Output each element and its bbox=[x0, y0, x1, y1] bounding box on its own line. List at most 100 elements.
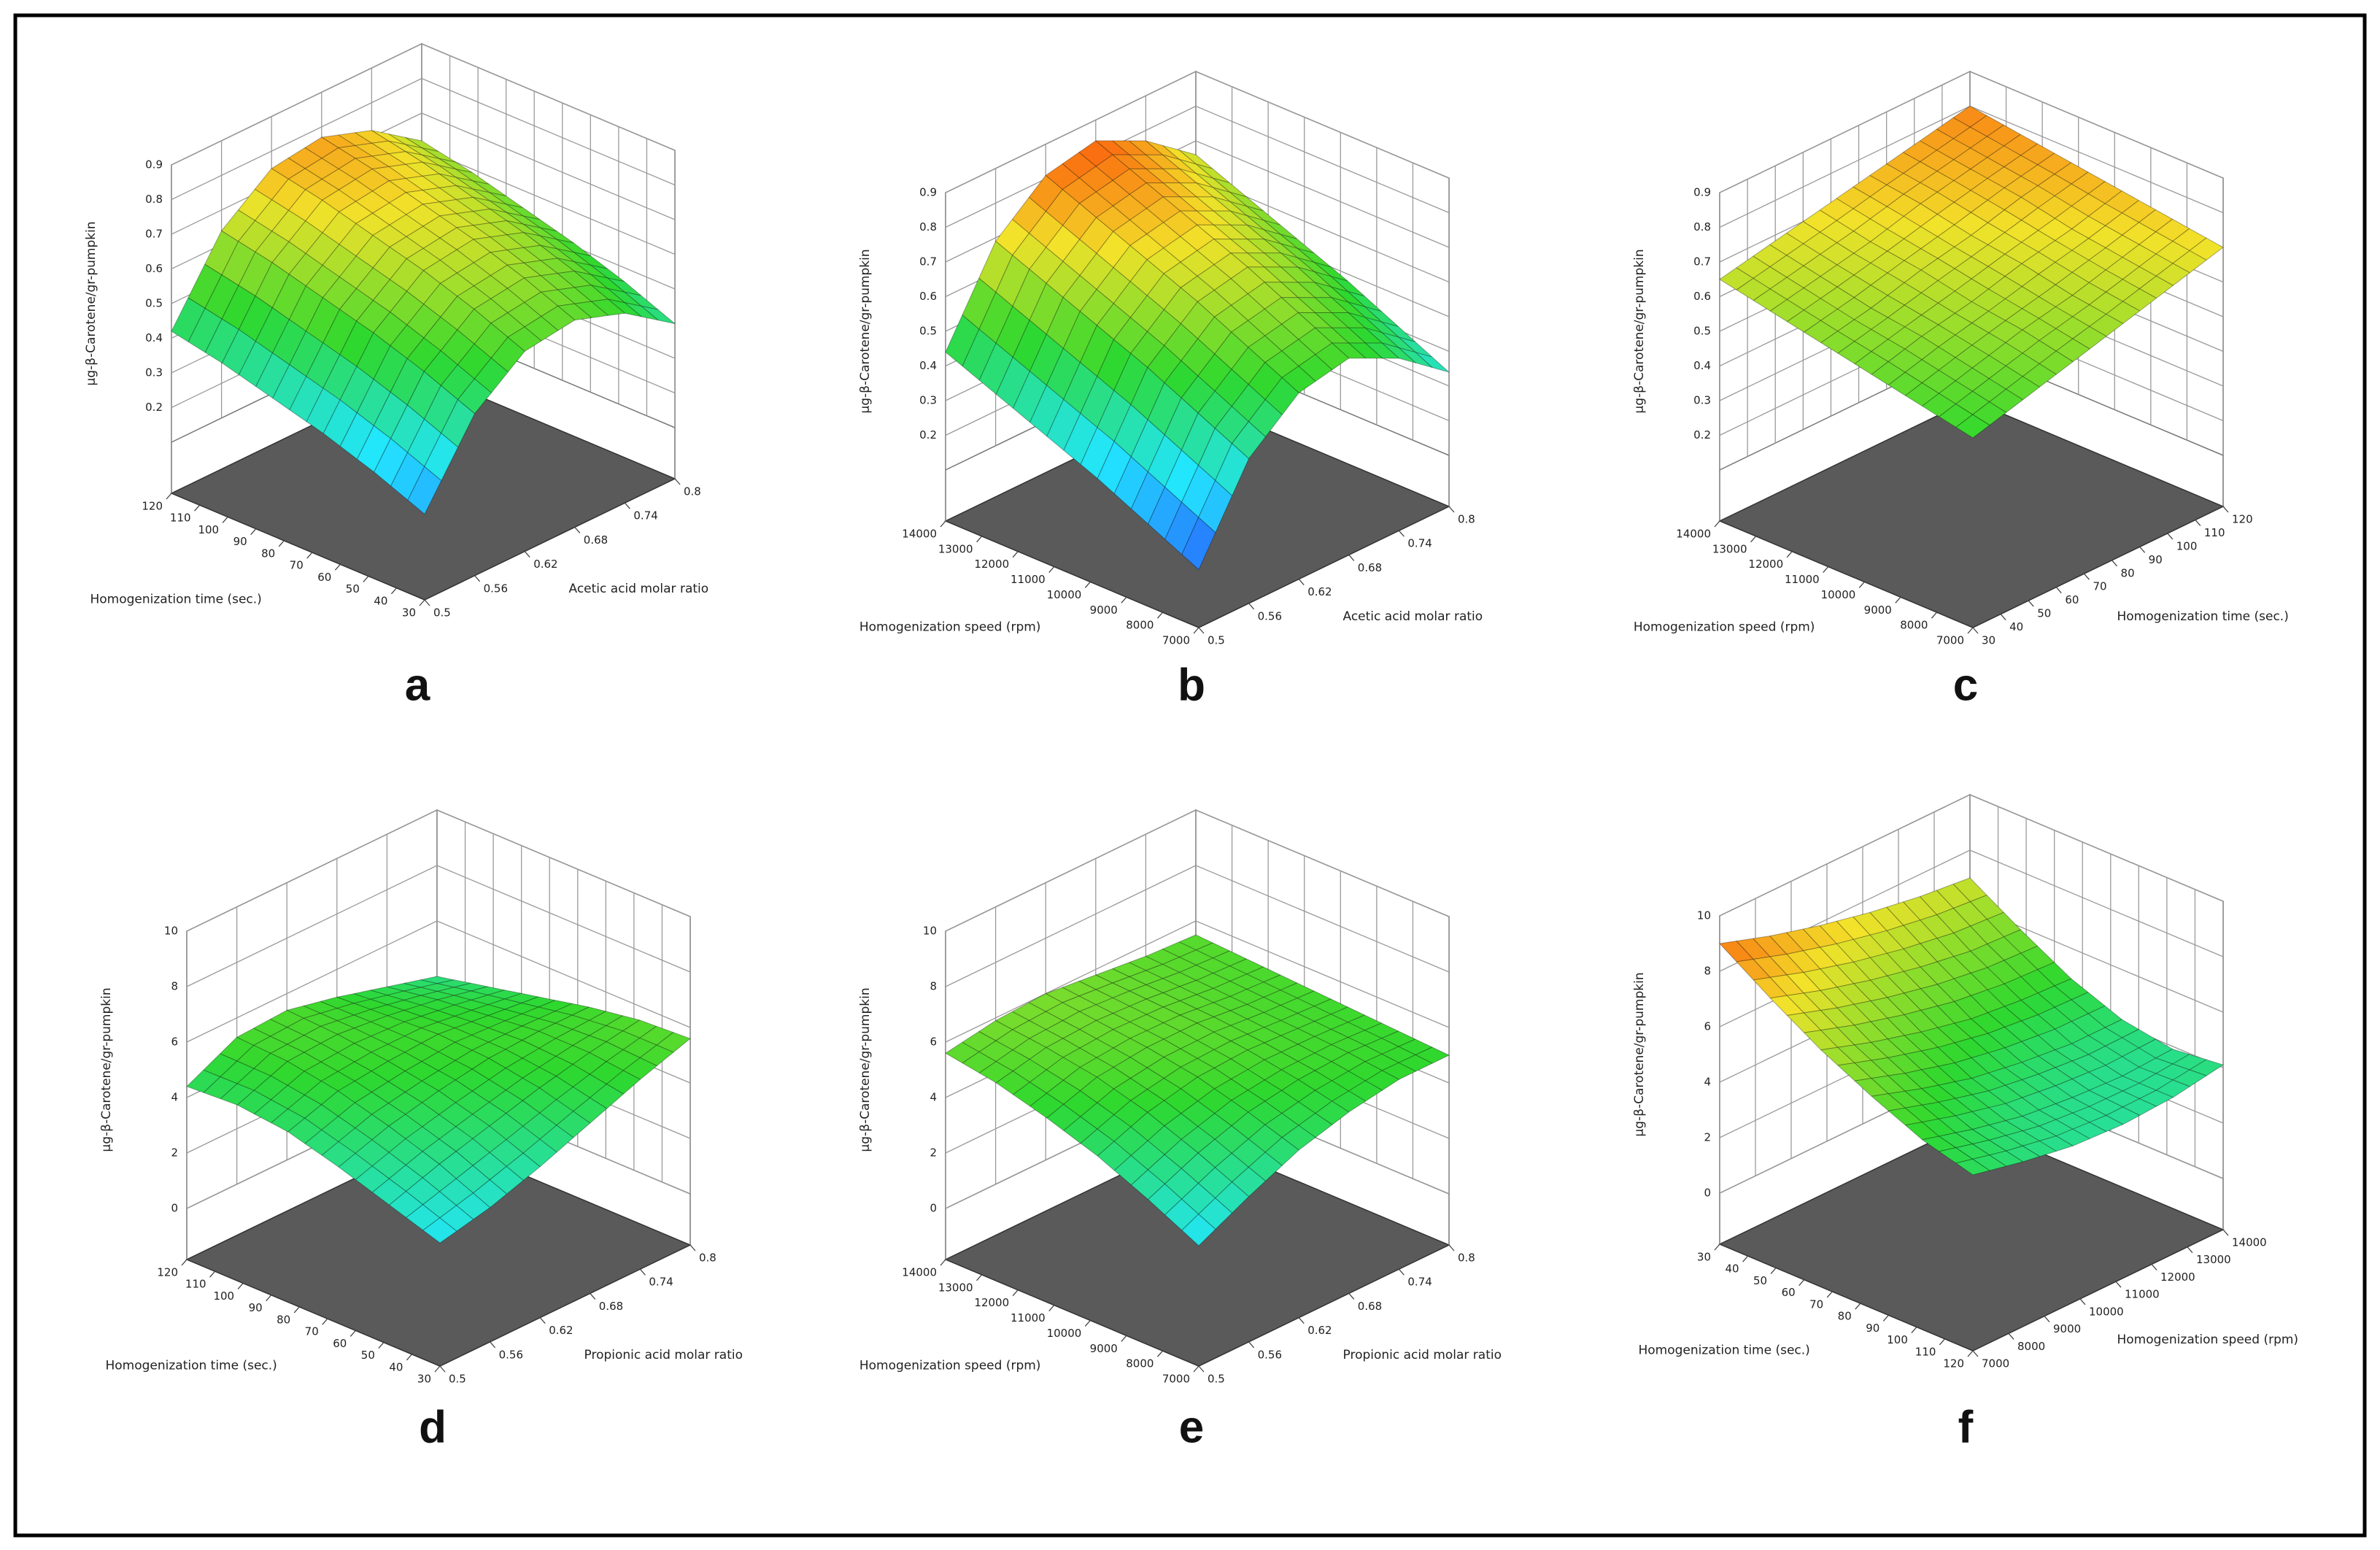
surface-patch bbox=[2088, 225, 2123, 249]
y-tick-label: 12000 bbox=[2160, 1271, 2195, 1284]
x-tick bbox=[1967, 1350, 1974, 1357]
surface-patch bbox=[1029, 1011, 1064, 1030]
x-tick bbox=[378, 1342, 385, 1349]
surface-patch bbox=[1804, 320, 1839, 344]
y-tick bbox=[674, 478, 681, 485]
surface-patch bbox=[1921, 369, 1956, 394]
surface-patch bbox=[1887, 238, 1922, 261]
z-tick-label: 8 bbox=[171, 980, 178, 993]
y-tick-label: 0.56 bbox=[1258, 609, 1282, 622]
surface-patch bbox=[1936, 138, 1971, 161]
surface-patch bbox=[1080, 1128, 1115, 1157]
surface-patch bbox=[1297, 1052, 1332, 1071]
z-axis-label: µg-β-Carotene/gr-pumpkin bbox=[858, 987, 873, 1152]
x-tick bbox=[1156, 1350, 1163, 1357]
grid-line bbox=[186, 809, 438, 932]
y-tick bbox=[1248, 1341, 1255, 1349]
x-tick-label: 8000 bbox=[1900, 619, 1928, 632]
y-tick bbox=[490, 1341, 496, 1349]
z-tick-label: 0.5 bbox=[919, 325, 937, 338]
surface-patch bbox=[1179, 168, 1214, 188]
y-tick-label: 11000 bbox=[2125, 1288, 2160, 1301]
x-tick bbox=[1121, 1335, 1127, 1342]
y-tick bbox=[1198, 627, 1205, 634]
grid-line bbox=[1969, 849, 2224, 957]
surface-patch bbox=[1164, 1088, 1199, 1114]
surface-patch bbox=[406, 190, 440, 205]
y-tick bbox=[1298, 579, 1305, 586]
surface-patch bbox=[1263, 990, 1298, 1006]
surface-patch bbox=[590, 298, 625, 316]
x-tick-label: 13000 bbox=[938, 542, 973, 555]
y-tick bbox=[2008, 1333, 2014, 1340]
grid-line bbox=[1719, 794, 1971, 917]
surface-patch bbox=[1213, 1025, 1248, 1041]
y-tick bbox=[574, 526, 581, 533]
surface-patch bbox=[2004, 196, 2039, 221]
x-tick-label: 12000 bbox=[974, 558, 1009, 571]
z-tick-label: 4 bbox=[930, 1091, 937, 1104]
surface-patch bbox=[287, 1117, 322, 1144]
surface-patch bbox=[1078, 166, 1113, 193]
x-tick-label: 12000 bbox=[974, 1296, 1009, 1309]
surface-patch bbox=[1820, 309, 1855, 332]
y-tick-label: 0.5 bbox=[1208, 1373, 1225, 1386]
surface-patch bbox=[1888, 304, 1922, 328]
x-tick-label: 10000 bbox=[1047, 1327, 1082, 1340]
surface-patch bbox=[540, 273, 575, 290]
surface-patch bbox=[2055, 228, 2090, 251]
surface-patch bbox=[372, 224, 407, 248]
surface-patch bbox=[390, 404, 425, 453]
surface-patch bbox=[2122, 1098, 2157, 1116]
panel-letter: c bbox=[1953, 660, 1978, 710]
y-tick-label: 0.62 bbox=[1307, 585, 1332, 598]
surface-patch bbox=[2155, 1079, 2190, 1098]
surface-patch bbox=[1820, 242, 1855, 266]
x-tick-label: 10000 bbox=[1047, 588, 1082, 601]
x-axis-label: Homogenization time (sec.) bbox=[1638, 1343, 1809, 1358]
surface-patch bbox=[540, 258, 575, 274]
surface-patch bbox=[371, 1081, 406, 1104]
surface-patch bbox=[490, 234, 525, 250]
x-tick bbox=[1939, 1338, 1945, 1346]
y-tick-label: 0.62 bbox=[549, 1324, 573, 1337]
panel: 0 2 4 6 8 10 7000 8000 9000 100001100012000130001… bbox=[858, 809, 1502, 1452]
surface-patch bbox=[995, 1011, 1030, 1030]
grid-line bbox=[945, 865, 1197, 987]
x-tick-label: 50 bbox=[346, 582, 360, 595]
surface-patch bbox=[304, 1129, 339, 1156]
surface-patch bbox=[1903, 140, 1937, 163]
z-axis-label: µg-β-Carotene/gr-pumpkin bbox=[1632, 972, 1647, 1136]
surface-patch bbox=[390, 324, 425, 359]
surface-patch bbox=[1181, 1126, 1216, 1154]
surface-patch bbox=[269, 1009, 304, 1028]
surface-patch bbox=[2071, 193, 2106, 217]
surface-patch bbox=[422, 1191, 457, 1219]
y-tick-label: 0.62 bbox=[533, 558, 557, 571]
y-tick bbox=[1448, 1244, 1455, 1252]
x-tick-label: 40 bbox=[374, 594, 387, 607]
surface-patch bbox=[607, 288, 642, 306]
y-tick bbox=[1972, 1350, 1979, 1357]
x-tick bbox=[278, 540, 285, 547]
surface-patch bbox=[524, 316, 559, 342]
surface-patch bbox=[2055, 295, 2090, 317]
surface-patch bbox=[607, 277, 642, 296]
surface-patch bbox=[504, 1003, 539, 1014]
surface-patch bbox=[1955, 301, 1989, 324]
surface-patch bbox=[539, 227, 574, 244]
grid-line bbox=[1719, 105, 1971, 228]
surface-patch bbox=[1836, 274, 1871, 298]
surface-patch bbox=[355, 155, 390, 170]
surface-patch bbox=[1246, 224, 1281, 244]
surface-patch bbox=[1213, 965, 1248, 982]
z-tick-label: 0.7 bbox=[1693, 255, 1711, 269]
z-tick-label: 0.6 bbox=[145, 262, 163, 275]
y-tick bbox=[439, 1365, 446, 1373]
x-tick bbox=[349, 1330, 356, 1337]
z-tick-label: 2 bbox=[171, 1146, 178, 1160]
surface-patch bbox=[507, 326, 542, 352]
surface-patch bbox=[422, 215, 457, 239]
grid-line bbox=[1195, 140, 1450, 248]
surface-patch bbox=[357, 425, 391, 473]
